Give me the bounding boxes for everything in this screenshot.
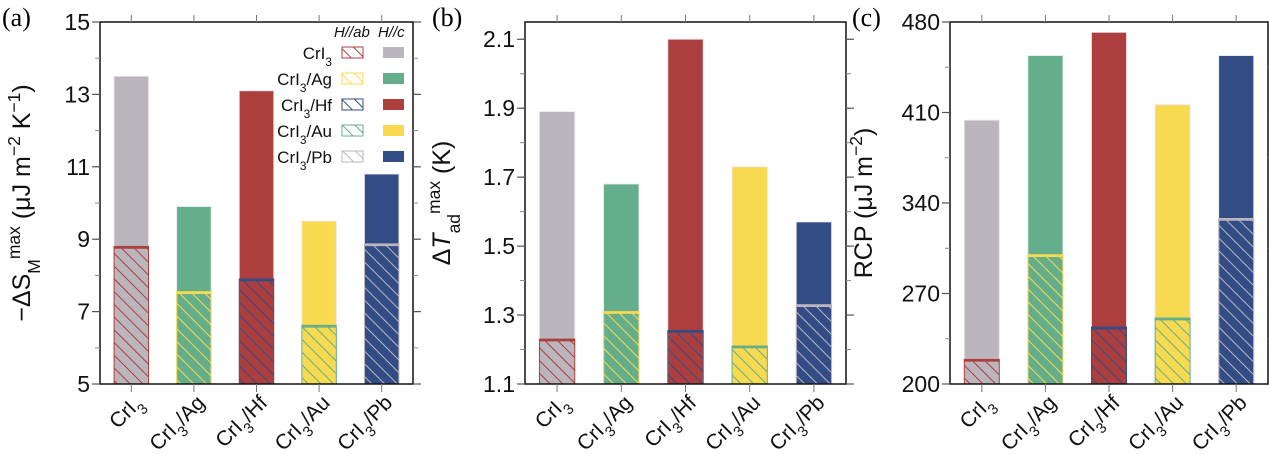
- y-axis-label: −ΔSMmax (μJ m−2 K−1): [4, 84, 44, 321]
- panel-a: (a)579111315CrI3CrI3/AgCrI3/HfCrI3/AuCrI…: [2, 3, 421, 454]
- x-tick-label: CrI3: [531, 391, 578, 438]
- bar-hab: [176, 291, 212, 385]
- x-tick-label: CrI3/Ag: [145, 391, 214, 454]
- legend-swatch-hc: [383, 73, 404, 84]
- legend-header-ab: H//ab: [334, 24, 370, 41]
- bar-hab: [603, 311, 640, 385]
- legend-swatch-hab: [341, 46, 364, 59]
- y-tick-label: 480: [902, 9, 940, 35]
- legend: H//ab H//c CrI3CrI3/AgCrI3/HfCrI3/AuCrI3/P…: [277, 24, 405, 173]
- x-tick-label: CrI3/Ag: [573, 391, 642, 454]
- bar-hc: [1091, 31, 1127, 385]
- x-tick-label: CrI3/Hf: [640, 391, 706, 454]
- panel-label: (a): [2, 3, 31, 32]
- y-tick-label: 15: [64, 9, 90, 35]
- x-tick-label: CrI3/Pb: [333, 391, 402, 454]
- legend-label: CrI3/Au: [277, 122, 332, 147]
- legend-swatch-hab: [341, 98, 364, 111]
- legend-label: CrI3/Pb: [277, 148, 332, 173]
- x-tick-label: CrI3/Au: [1124, 391, 1193, 454]
- bar-hab: [1218, 218, 1255, 385]
- y-tick-label: 410: [902, 100, 940, 126]
- bar-hc: [963, 119, 1000, 385]
- y-tick-label: 2.1: [483, 26, 515, 52]
- bar-hab: [538, 338, 576, 385]
- legend-label: CrI3: [303, 44, 333, 69]
- bar-hc: [667, 38, 704, 385]
- legend-swatch-hc: [383, 99, 404, 110]
- legend-swatch-hab: [341, 150, 364, 163]
- x-tick-label: CrI3/Au: [270, 391, 339, 454]
- bar-hab: [795, 304, 833, 385]
- legend-label: CrI3/Hf: [281, 96, 332, 121]
- y-tick-label: 340: [902, 190, 940, 216]
- x-tick-label: CrI3/Pb: [1188, 391, 1257, 454]
- x-tick-label: CrI3/Hf: [1064, 391, 1130, 454]
- bar-hab: [301, 324, 337, 385]
- legend-swatch-hc: [383, 151, 404, 162]
- x-tick-label: CrI3/Ag: [997, 391, 1066, 454]
- bar-hab: [963, 358, 1000, 385]
- legend-swatch-hab: [341, 124, 364, 137]
- bar-hab: [1154, 317, 1191, 385]
- legend-swatch-hc: [383, 125, 404, 136]
- x-tick-label: CrI3/Pb: [765, 391, 834, 454]
- bar-hab: [1091, 326, 1127, 385]
- x-tick-label: CrI3/Au: [701, 391, 770, 454]
- panel-label: (b): [432, 3, 462, 32]
- y-tick-label: 1.7: [483, 164, 515, 190]
- y-axis-label: ΔTadmax (K): [424, 141, 464, 266]
- y-tick-label: 9: [77, 226, 90, 252]
- y-tick-label: 13: [64, 81, 90, 107]
- y-tick-label: 1.3: [483, 302, 515, 328]
- legend-swatch-hc: [383, 47, 404, 58]
- y-tick-label: 7: [77, 299, 90, 325]
- panel-b: (b)1.11.31.51.71.92.1CrI3CrI3/AgCrI3/HfC…: [424, 3, 854, 454]
- legend-swatch-hab: [341, 72, 364, 85]
- legend-label: CrI3/Ag: [277, 70, 332, 95]
- bar-hab: [731, 345, 768, 385]
- y-tick-label: 270: [902, 281, 940, 307]
- bar-hc: [539, 111, 576, 385]
- bar-hab: [667, 330, 704, 385]
- bar-hab: [113, 245, 150, 385]
- y-tick-label: 200: [902, 371, 940, 397]
- bar-hab: [1027, 254, 1064, 385]
- bar-hab: [363, 243, 400, 385]
- x-tick-label: CrI3: [955, 391, 1002, 438]
- x-tick-label: CrI3/Hf: [211, 391, 277, 454]
- x-tick-label: CrI3: [105, 391, 152, 438]
- y-axis-label: RCP (μJ m−2): [846, 128, 878, 279]
- y-tick-label: 1.9: [483, 95, 515, 121]
- y-tick-label: 11: [66, 154, 90, 180]
- y-tick-label: 1.5: [483, 233, 515, 259]
- y-tick-label: 5: [77, 371, 90, 397]
- bar-hab: [238, 278, 275, 385]
- panel-label: (c): [852, 3, 881, 32]
- panel-c: (c)200270340410480CrI3CrI3/AgCrI3/HfCrI3…: [846, 3, 1269, 454]
- y-tick-label: 1.1: [483, 371, 515, 397]
- legend-header-c: H//c: [378, 24, 405, 41]
